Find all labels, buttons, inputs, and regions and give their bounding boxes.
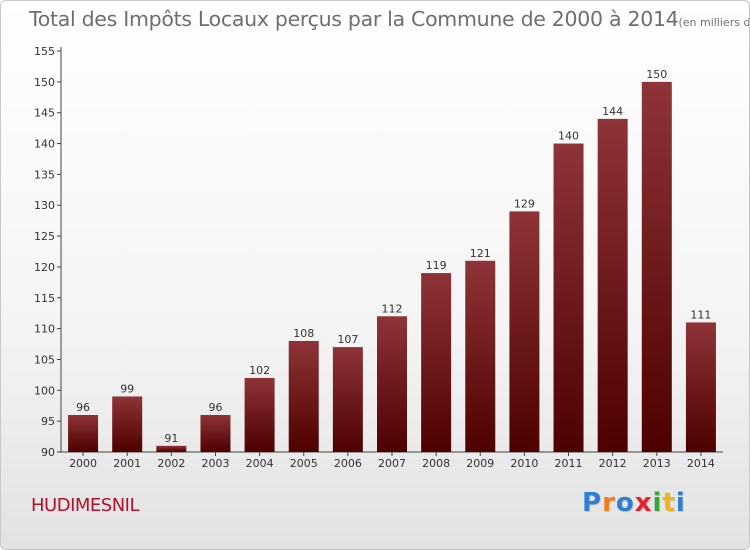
bar [465,260,496,452]
x-tick-label: 2005 [290,457,318,470]
y-tick-label: 115 [34,292,55,305]
x-tick-label: 2011 [555,457,583,470]
x-tick-label: 2014 [687,457,715,470]
logo-letter: i [652,488,663,518]
bar-value-label: 96 [208,401,222,414]
bar-value-label: 150 [646,68,667,81]
bar-value-label: 144 [602,105,623,118]
x-tick-label: 2010 [510,457,538,470]
y-tick-label: 135 [34,168,55,181]
bar-value-label: 140 [558,130,579,143]
y-tick-label: 130 [34,199,55,212]
y-tick-label: 95 [41,415,55,428]
bar [68,414,99,452]
proxiti-logo: Proxiti [582,488,686,518]
y-tick-label: 155 [34,45,55,58]
x-tick-label: 2001 [113,457,141,470]
logo-letter: t [662,488,676,518]
bar-value-label: 102 [249,364,270,377]
x-tick-label: 2007 [378,457,406,470]
chart-title-text: Total des Impôts Locaux perçus par la Co… [29,7,679,31]
logo-letter: P [582,488,603,518]
chart-unit: (en milliers d'€) [678,16,750,29]
x-tick-label: 2008 [422,457,450,470]
bar-value-label: 99 [120,382,134,395]
logo-letter: o [615,488,635,518]
bar [156,445,187,452]
y-tick-label: 105 [34,353,55,366]
x-tick-label: 2012 [599,457,627,470]
bar [553,143,584,453]
bar-value-label: 111 [690,308,711,321]
y-tick-label: 110 [34,323,55,336]
bar [200,414,231,452]
x-tick-label: 2004 [246,457,274,470]
y-tick-label: 120 [34,261,55,274]
commune-name: HUDIMESNIL [31,495,140,516]
y-tick-label: 145 [34,107,55,120]
y-tick-label: 150 [34,76,55,89]
bar-value-label: 121 [470,247,491,260]
x-tick-label: 2013 [643,457,671,470]
x-tick-label: 2002 [157,457,185,470]
y-tick-label: 125 [34,230,55,243]
bar [377,316,407,452]
x-tick-label: 2006 [334,457,362,470]
bar [244,377,275,452]
x-tick-label: 2003 [201,457,229,470]
bar-value-label: 91 [164,432,178,445]
bar [421,273,452,452]
bar [332,347,363,452]
y-tick-label: 90 [41,446,55,459]
logo-letter: r [602,488,616,518]
bar [641,81,672,452]
bar [288,340,319,452]
bar [597,118,628,452]
bar-value-label: 119 [426,259,447,272]
x-tick-label: 2000 [69,457,97,470]
bar [112,396,143,452]
bar-value-label: 129 [514,197,535,210]
y-tick-label: 100 [34,384,55,397]
bar-value-label: 112 [382,302,403,315]
bar-value-label: 108 [293,327,314,340]
logo-letter: i [675,488,686,518]
bar-value-label: 107 [337,333,358,346]
y-tick-label: 140 [34,138,55,151]
logo-letter: x [634,488,653,518]
bar-value-label: 96 [76,401,90,414]
chart-title: Total des Impôts Locaux perçus par la Co… [29,7,750,31]
bar [509,211,540,452]
x-tick-label: 2009 [466,457,494,470]
bar [685,322,716,452]
